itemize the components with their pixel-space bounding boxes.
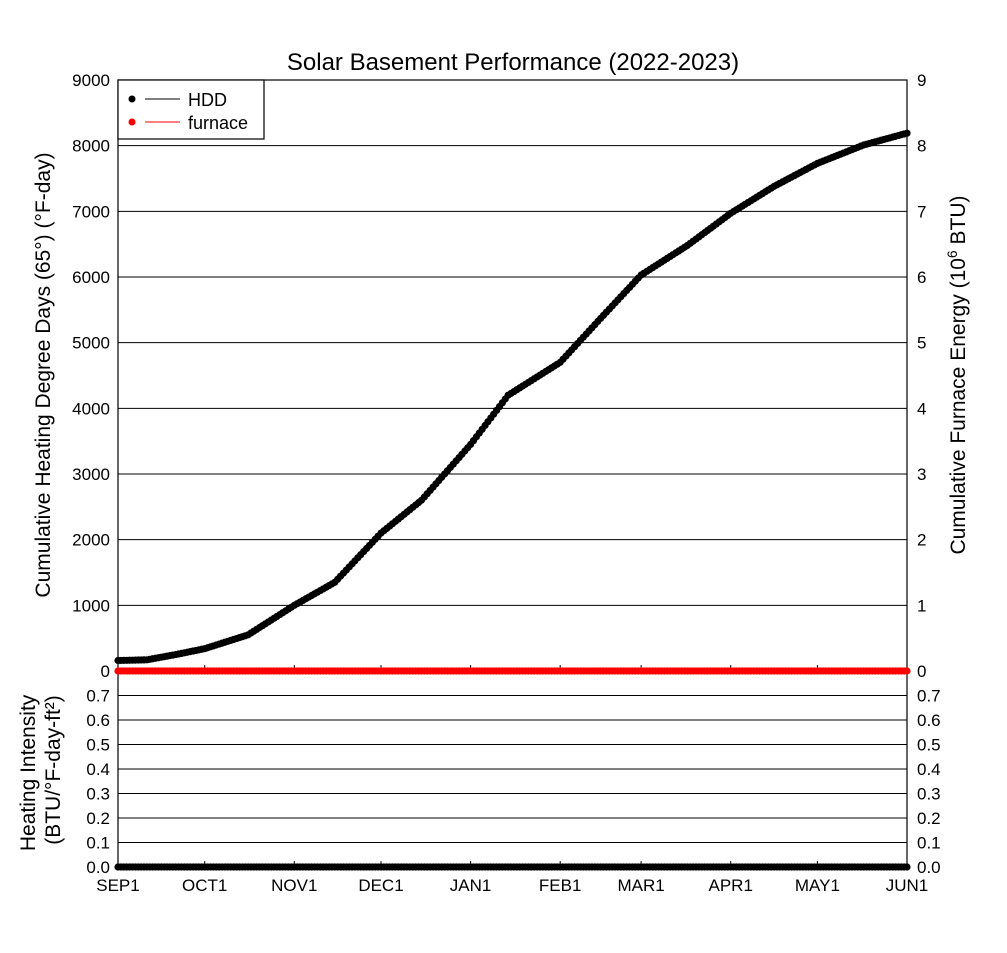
y-tick-label: 4000 [72, 399, 110, 418]
y-tick-label: 0.4 [86, 760, 110, 779]
y-tick-label: 0 [101, 662, 110, 681]
y-tick-label: 9000 [72, 71, 110, 90]
x-tick-label: OCT1 [182, 876, 227, 895]
y2-tick-label: 0.7 [917, 687, 941, 706]
x-tick-label: MAY1 [795, 876, 840, 895]
y2-tick-label: 0.4 [917, 760, 941, 779]
y-tick-label: 0.0 [86, 858, 110, 877]
y-tick-label: 0.1 [86, 834, 110, 853]
legend-hdd-marker [128, 95, 136, 103]
x-tick-label: NOV1 [271, 876, 317, 895]
y2-tick-label: 0.5 [917, 736, 941, 755]
y-tick-label: 2000 [72, 531, 110, 550]
svg-text:Cumulative Furnace Energy (106: Cumulative Furnace Energy (106 BTU) [944, 195, 970, 554]
y2-tick-label: 8 [917, 137, 926, 156]
top-y-axis-label: Cumulative Heating Degree Days (65°) (°F… [32, 152, 55, 597]
chart-title: Solar Basement Performance (2022-2023) [287, 49, 739, 76]
bottom-y-axis-label: Heating Intensity (BTU/°F-day-ft²) [17, 689, 65, 851]
y2-tick-label: 2 [917, 531, 926, 550]
y2-tick-label: 0.1 [917, 834, 941, 853]
right-y-axis-label: Cumulative Furnace Energy (106 BTU) [944, 195, 970, 554]
y2-tick-label: 0.3 [917, 785, 941, 804]
intensity-point [903, 863, 911, 871]
legend-hdd-label: HDD [188, 90, 227, 110]
y2-tick-label: 1 [917, 596, 926, 615]
y2-tick-label: 3 [917, 465, 926, 484]
y2-tick-label: 9 [917, 71, 926, 90]
y2-tick-label: 0.6 [917, 711, 941, 730]
legend: HDD furnace [117, 79, 265, 140]
y-tick-label: 5000 [72, 334, 110, 353]
y2-tick-label: 4 [917, 399, 926, 418]
x-tick-label: DEC1 [358, 876, 403, 895]
furnace-point [903, 667, 911, 675]
legend-furnace-marker [128, 118, 136, 126]
y-tick-label: 0.6 [86, 711, 110, 730]
x-tick-label: JUN1 [886, 876, 929, 895]
x-tick-label: SEP1 [96, 876, 139, 895]
top-y-axis-label-group: Cumulative Heating Degree Days (65°) (°F… [32, 152, 55, 597]
y2-tick-label: 6 [917, 268, 926, 287]
y-tick-label: 0.2 [86, 809, 110, 828]
y-tick-label: 0.5 [86, 736, 110, 755]
x-tick-label: APR1 [708, 876, 752, 895]
x-tick-label: JAN1 [450, 876, 492, 895]
y-tick-label: 0.3 [86, 785, 110, 804]
y-tick-label: 3000 [72, 465, 110, 484]
y2-tick-label: 5 [917, 334, 926, 353]
y2-tick-label: 0 [917, 662, 926, 681]
y-tick-label: 1000 [72, 596, 110, 615]
y-tick-label: 0.7 [86, 687, 110, 706]
hdd-point [903, 129, 911, 137]
y2-tick-label: 0.2 [917, 809, 941, 828]
bottom-y-axis-label-group: Heating Intensity (BTU/°F-day-ft²) [17, 689, 65, 851]
y2-tick-label: 7 [917, 202, 926, 221]
y-tick-label: 7000 [72, 202, 110, 221]
y-tick-label: 6000 [72, 268, 110, 287]
x-tick-label: MAR1 [617, 876, 664, 895]
y-tick-label: 8000 [72, 137, 110, 156]
y2-tick-label: 0.0 [917, 858, 941, 877]
x-tick-label: FEB1 [539, 876, 582, 895]
legend-furnace-label: furnace [188, 113, 248, 133]
top-plot-frame [117, 79, 908, 672]
